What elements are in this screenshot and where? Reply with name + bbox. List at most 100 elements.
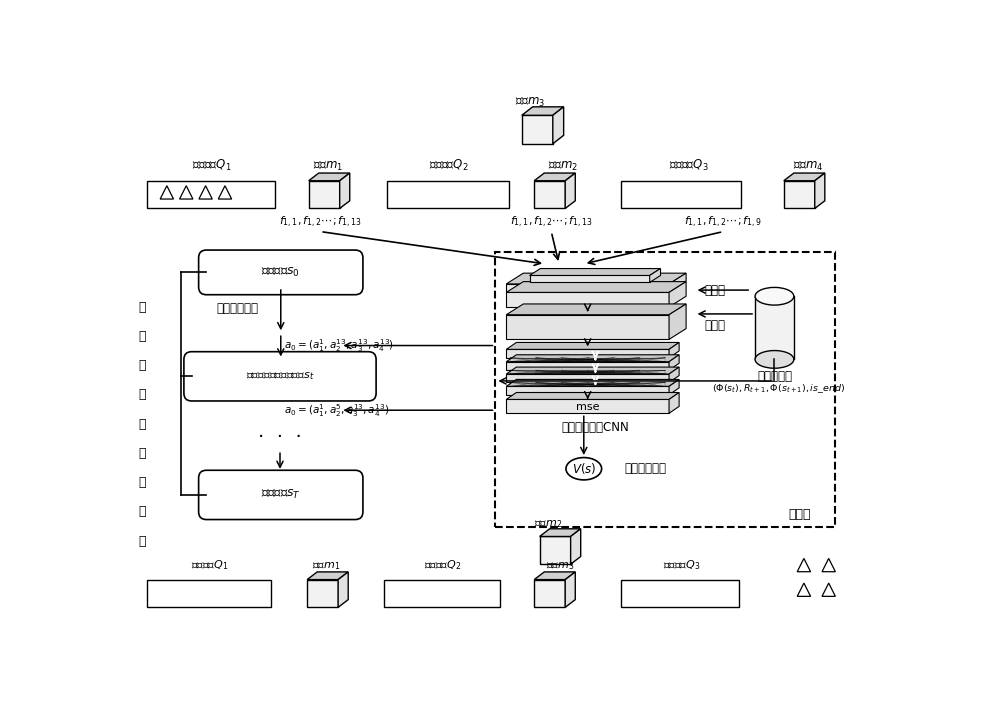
Polygon shape xyxy=(797,559,811,571)
Polygon shape xyxy=(534,181,565,209)
Polygon shape xyxy=(669,379,679,395)
Polygon shape xyxy=(199,186,212,199)
Text: 状态转移后的下一状态$s_t$: 状态转移后的下一状态$s_t$ xyxy=(246,371,314,382)
Text: 机器$m_3$: 机器$m_3$ xyxy=(546,560,575,572)
Polygon shape xyxy=(534,579,565,607)
Polygon shape xyxy=(180,186,193,199)
Polygon shape xyxy=(340,173,350,209)
Text: ·  ·  ·: · · · xyxy=(258,429,302,447)
Text: 机器$m_2$: 机器$m_2$ xyxy=(548,160,578,173)
Polygon shape xyxy=(571,529,581,564)
Polygon shape xyxy=(506,367,679,374)
Text: 等待队列$Q_3$: 等待队列$Q_3$ xyxy=(663,558,700,572)
Text: 机器$m_1$: 机器$m_1$ xyxy=(312,560,341,572)
Polygon shape xyxy=(506,355,679,361)
Text: 机器$m_3$: 机器$m_3$ xyxy=(515,96,545,109)
Text: 一: 一 xyxy=(138,300,146,313)
Polygon shape xyxy=(506,293,669,307)
Polygon shape xyxy=(506,273,686,284)
Polygon shape xyxy=(522,115,553,144)
Polygon shape xyxy=(506,349,669,358)
FancyBboxPatch shape xyxy=(199,470,363,520)
Text: $f_{1,1},f_{1,2}\cdots;f_{1,13}$: $f_{1,1},f_{1,2}\cdots;f_{1,13}$ xyxy=(510,215,593,230)
Polygon shape xyxy=(506,343,679,349)
Polygon shape xyxy=(553,107,564,144)
Polygon shape xyxy=(669,304,686,339)
Text: 机器$m_1$: 机器$m_1$ xyxy=(313,160,343,173)
Text: 终止状态$s_T$: 终止状态$s_T$ xyxy=(261,488,301,501)
Polygon shape xyxy=(506,361,669,370)
Polygon shape xyxy=(565,173,575,209)
Polygon shape xyxy=(534,572,575,579)
Ellipse shape xyxy=(755,288,794,305)
Polygon shape xyxy=(522,107,564,115)
Polygon shape xyxy=(669,343,679,358)
FancyBboxPatch shape xyxy=(184,352,376,401)
Polygon shape xyxy=(815,173,825,209)
Polygon shape xyxy=(669,282,686,307)
Polygon shape xyxy=(669,355,679,370)
Ellipse shape xyxy=(755,351,794,369)
FancyBboxPatch shape xyxy=(199,250,363,295)
Bar xyxy=(387,181,509,209)
Polygon shape xyxy=(797,583,811,597)
Text: $(\Phi(s_t),R_{t+1},\Phi(s_{t+1}),is\_end)$: $(\Phi(s_t),R_{t+1},\Phi(s_{t+1}),is\_en… xyxy=(712,382,845,395)
Polygon shape xyxy=(309,173,350,181)
Polygon shape xyxy=(506,315,669,339)
Text: 个: 个 xyxy=(138,330,146,343)
Polygon shape xyxy=(506,386,669,395)
Polygon shape xyxy=(565,572,575,607)
Text: 经验回放体: 经验回放体 xyxy=(757,370,792,383)
Polygon shape xyxy=(784,173,825,181)
Text: 完: 完 xyxy=(138,359,146,372)
Polygon shape xyxy=(534,173,575,181)
Text: 池化层: 池化层 xyxy=(705,319,726,332)
Text: 初始状态$s_0$: 初始状态$s_0$ xyxy=(261,266,300,279)
Polygon shape xyxy=(160,186,174,199)
Polygon shape xyxy=(506,284,669,292)
Polygon shape xyxy=(309,181,340,209)
Polygon shape xyxy=(506,379,679,386)
Text: $a_0=(a^1_1,a^5_2,a^{13}_3,a^{13}_4)$: $a_0=(a^1_1,a^5_2,a^{13}_3,a^{13}_4)$ xyxy=(284,402,389,419)
Text: $a_0=(a^1_1,a^{13}_2,a^{13}_3,a^{13}_4)$: $a_0=(a^1_1,a^{13}_2,a^{13}_3,a^{13}_4)$ xyxy=(284,337,394,354)
Text: $V(s)$: $V(s)$ xyxy=(572,461,596,476)
Polygon shape xyxy=(218,186,232,199)
Text: 机器$m_2$: 机器$m_2$ xyxy=(534,518,562,531)
Polygon shape xyxy=(338,572,348,607)
Polygon shape xyxy=(540,536,571,564)
Bar xyxy=(621,181,741,209)
Polygon shape xyxy=(506,399,669,413)
Ellipse shape xyxy=(566,457,602,480)
Polygon shape xyxy=(669,392,679,413)
Polygon shape xyxy=(307,579,338,607)
Text: 态: 态 xyxy=(138,476,146,489)
Bar xyxy=(755,296,794,359)
Polygon shape xyxy=(530,275,650,282)
Bar xyxy=(147,579,271,607)
Text: 的: 的 xyxy=(138,417,146,431)
Polygon shape xyxy=(506,374,669,382)
Polygon shape xyxy=(650,269,661,282)
Text: 序: 序 xyxy=(138,505,146,518)
Bar xyxy=(384,579,500,607)
Text: 单步状态转移: 单步状态转移 xyxy=(216,302,258,315)
Text: 智能体: 智能体 xyxy=(788,508,811,521)
Polygon shape xyxy=(669,367,679,382)
Polygon shape xyxy=(784,181,815,209)
Bar xyxy=(147,181,275,209)
Text: $f_{1,1},f_{1,2}\cdots;f_{1,9}$: $f_{1,1},f_{1,2}\cdots;f_{1,9}$ xyxy=(684,215,762,230)
Text: 整: 整 xyxy=(138,389,146,402)
Text: 等待队列$Q_1$: 等待队列$Q_1$ xyxy=(192,158,232,173)
Text: 卷积神经网络CNN: 卷积神经网络CNN xyxy=(562,421,629,434)
Polygon shape xyxy=(506,392,679,399)
Text: 等待队列$Q_3$: 等待队列$Q_3$ xyxy=(669,158,709,173)
Text: 状: 状 xyxy=(138,447,146,460)
Polygon shape xyxy=(669,273,686,292)
Text: 等待队列$Q_1$: 等待队列$Q_1$ xyxy=(191,558,229,572)
Text: $f_{1,1},f_{1,2}\cdots;f_{1,13}$: $f_{1,1},f_{1,2}\cdots;f_{1,13}$ xyxy=(279,215,362,230)
Polygon shape xyxy=(506,282,686,293)
Text: 等待队列$Q_2$: 等待队列$Q_2$ xyxy=(424,558,461,572)
Text: mse: mse xyxy=(576,402,599,412)
Polygon shape xyxy=(822,583,835,597)
Text: 卷积层: 卷积层 xyxy=(705,284,726,297)
